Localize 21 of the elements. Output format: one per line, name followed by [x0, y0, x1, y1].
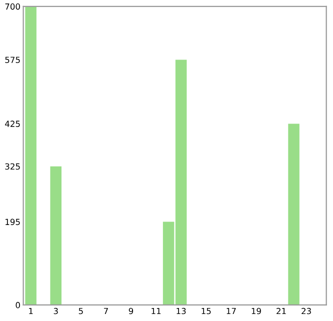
x-tick-label: 21: [276, 308, 286, 314]
x-tick-label: 23: [302, 308, 311, 314]
x-tick-label: 7: [104, 308, 108, 314]
x-tick-label: 3: [54, 308, 58, 314]
x-tick-label: 13: [176, 308, 186, 314]
x-tick-label: 11: [152, 308, 161, 314]
bar: [288, 124, 300, 305]
bar: [50, 166, 62, 305]
y-tick-label: 700: [5, 3, 20, 10]
x-tick-label: 15: [202, 308, 211, 314]
y-tick-label: 195: [6, 218, 20, 226]
x-tick-label: 17: [226, 308, 236, 314]
x-tick-label: 9: [128, 308, 134, 314]
x-tick-label: 19: [252, 308, 261, 314]
bar: [25, 6, 36, 305]
x-tick-label: 5: [78, 308, 83, 314]
y-tick-label: 425: [5, 120, 20, 127]
x-tick-label: 1: [29, 308, 33, 314]
y-tick-label: 325: [5, 163, 20, 170]
y-tick-label: 0: [16, 302, 20, 308]
y-tick-label: 575: [5, 56, 20, 64]
